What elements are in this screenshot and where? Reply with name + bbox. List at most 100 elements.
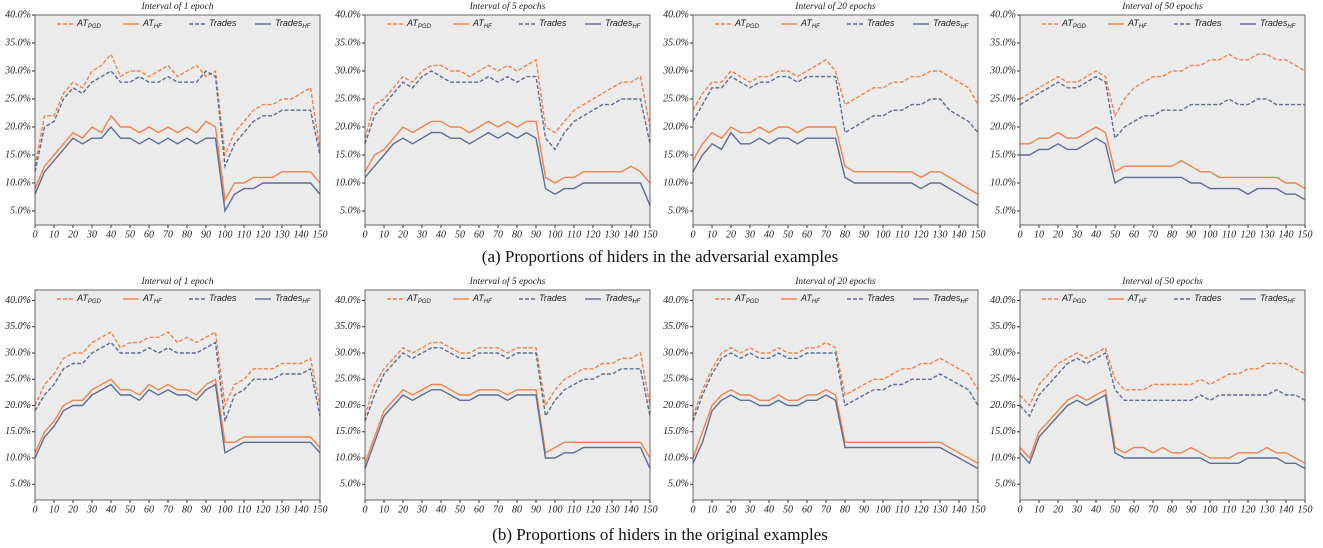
x-tick-label: 60 — [144, 504, 154, 515]
legend-sub: PGD — [746, 299, 760, 305]
y-tick-label: 30.0% — [989, 65, 1016, 76]
series-line — [692, 75, 979, 134]
x-tick-label: 30 — [416, 504, 427, 515]
y-tick-label: 35.0% — [662, 321, 689, 332]
x-tick-label: 110 — [237, 229, 251, 240]
x-tick-label: 50 — [125, 504, 135, 515]
y-tick-label: 30.0% — [989, 347, 1016, 358]
x-tick-label: 60 — [474, 504, 484, 515]
y-tick-label: 5.0% — [340, 205, 361, 216]
legend-name: Trades — [275, 18, 303, 28]
x-tick-label: 80 — [1167, 504, 1177, 515]
x-tick-label: 0 — [1018, 229, 1023, 240]
legend-label: ATHF — [1127, 293, 1147, 304]
legend-name: AT — [734, 293, 747, 303]
legend-label: ATPGD — [734, 293, 760, 304]
x-tick-label: 150 — [643, 229, 658, 240]
x-tick-label: 110 — [1222, 504, 1236, 515]
y-tick-label: 25.0% — [5, 374, 31, 385]
x-tick-label: 130 — [275, 229, 290, 240]
legend-label: ATPGD — [76, 293, 102, 304]
y-tick-label: 35.0% — [662, 37, 689, 48]
y-tick-label: 40.0% — [990, 9, 1016, 20]
x-tick-label: 70 — [493, 229, 503, 240]
x-tick-label: 150 — [313, 229, 328, 240]
x-tick-label: 110 — [895, 229, 909, 240]
y-tick-label: 20.0% — [990, 121, 1016, 132]
y-tick-label: 20.0% — [5, 121, 31, 132]
legend-name: Trades — [1260, 18, 1288, 28]
legend-name: Trades — [539, 293, 567, 303]
x-tick-label: 20 — [1053, 229, 1063, 240]
legend-name: AT — [734, 18, 747, 28]
x-tick-label: 40 — [436, 229, 446, 240]
subplot: Interval of 5 epochs 5.0% 10.0% 15.0% 20.0% 2… — [334, 1, 657, 240]
legend-label: Trades — [209, 18, 237, 28]
x-tick-label: 60 — [802, 504, 812, 515]
x-tick-label: 130 — [605, 229, 620, 240]
x-tick-label: 20 — [68, 504, 78, 515]
plot-frame — [692, 14, 979, 226]
y-tick-label: 35.0% — [4, 321, 31, 332]
y-tick-label: 10.0% — [990, 177, 1016, 188]
x-tick-label: 90 — [531, 229, 541, 240]
y-tick-label: 20.0% — [335, 121, 361, 132]
x-tick-label: 140 — [624, 229, 639, 240]
x-tick-label: 30 — [1071, 504, 1082, 515]
y-tick-label: 20.0% — [335, 400, 361, 411]
caption: (b) Proportions of hiders in the origina… — [492, 525, 828, 544]
x-tick-label: 130 — [933, 229, 948, 240]
y-tick-label: 25.0% — [335, 93, 361, 104]
subplot-title: Interval of 50 epochs — [1121, 1, 1203, 12]
x-tick-label: 100 — [548, 504, 563, 515]
x-tick-label: 10 — [707, 229, 717, 240]
plot-area — [1020, 15, 1305, 225]
y-tick-label: 25.0% — [990, 93, 1016, 104]
y-tick-label: 30.0% — [334, 347, 361, 358]
x-tick-label: 10 — [49, 504, 59, 515]
legend-label: TradesHF — [933, 18, 969, 29]
y-tick-label: 20.0% — [5, 400, 31, 411]
x-tick-label: 120 — [1241, 504, 1256, 515]
legend-name: Trades — [209, 18, 237, 28]
x-tick-label: 50 — [1110, 504, 1120, 515]
x-tick-label: 100 — [876, 229, 891, 240]
legend-name: Trades — [1194, 18, 1222, 28]
x-tick-label: 140 — [1279, 504, 1294, 515]
x-tick-label: 0 — [691, 504, 696, 515]
plot-area — [365, 15, 650, 225]
legend-label: TradesHF — [1260, 293, 1296, 304]
y-tick-label: 25.0% — [990, 374, 1016, 385]
legend-label: TradesHF — [275, 293, 311, 304]
subplot: Interval of 5 epochs 5.0% 10.0% 15.0% 20.0% 2… — [334, 276, 657, 515]
series-line — [692, 352, 979, 422]
x-tick-label: 0 — [363, 504, 368, 515]
legend-label: Trades — [867, 293, 895, 303]
x-tick-label: 20 — [726, 504, 736, 515]
y-tick-label: 30.0% — [662, 65, 689, 76]
series-line — [364, 70, 651, 151]
legend-sub: HF — [1287, 24, 1295, 30]
series-line — [34, 341, 321, 422]
series-line — [692, 58, 979, 111]
series-line — [1019, 351, 1306, 418]
series-line — [364, 120, 651, 184]
x-tick-label: 150 — [971, 229, 986, 240]
legend-label: TradesHF — [1260, 18, 1296, 29]
legend-sub: HF — [812, 299, 820, 305]
y-tick-label: 25.0% — [5, 93, 31, 104]
legend-name: Trades — [209, 293, 237, 303]
x-tick-label: 150 — [1298, 229, 1313, 240]
x-tick-label: 120 — [914, 229, 929, 240]
x-tick-label: 40 — [436, 504, 446, 515]
legend-name: AT — [1127, 18, 1140, 28]
x-tick-label: 50 — [455, 504, 465, 515]
subplot: Interval of 20 epochs 5.0% 10.0% 15.0% 20.0%… — [662, 1, 985, 240]
x-tick-label: 120 — [256, 504, 271, 515]
y-tick-label: 5.0% — [668, 479, 689, 490]
subplot: Interval of 1 epoch 5.0% 10.0% 15.0% 20.0% 25… — [4, 1, 327, 240]
x-tick-label: 70 — [821, 229, 831, 240]
x-tick-label: 100 — [218, 504, 233, 515]
x-tick-label: 110 — [1222, 229, 1236, 240]
series-line — [1019, 388, 1306, 464]
